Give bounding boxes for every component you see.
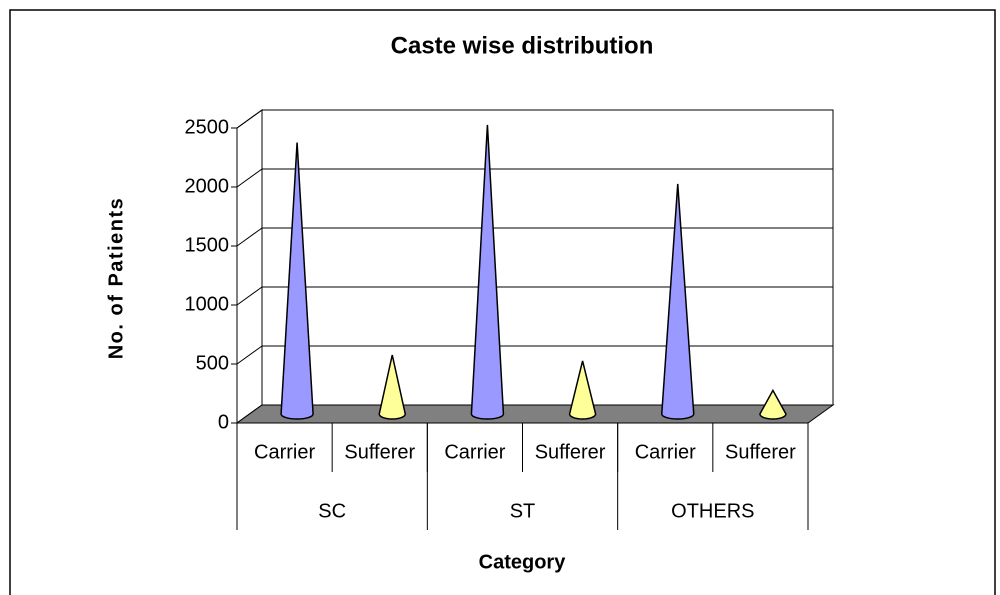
group-label: ST — [510, 500, 536, 522]
y-tick-label: 2500 — [185, 116, 230, 138]
x-tick-label: Carrier — [444, 441, 505, 463]
cone — [660, 183, 695, 420]
y-tick-label: 500 — [196, 352, 229, 374]
chart-title: Caste wise distribution — [391, 32, 654, 59]
y-tick-label: 1000 — [185, 293, 230, 315]
x-tick-label: Carrier — [635, 441, 696, 463]
x-axis-title: Category — [479, 551, 567, 573]
x-tick-label: Carrier — [254, 441, 315, 463]
cone — [568, 360, 597, 420]
y-tick-label: 1500 — [185, 234, 230, 256]
y-tick-label: 2000 — [185, 175, 230, 197]
back-wall — [261, 109, 834, 406]
x-tick-label: Sufferer — [344, 441, 415, 463]
side-wall — [236, 109, 263, 424]
grid-line — [236, 286, 263, 306]
y-tick-label: 0 — [218, 411, 229, 433]
y-axis-title: No. of Patients — [105, 197, 127, 360]
grid-line — [236, 168, 263, 188]
x-tick-label: Sufferer — [725, 441, 796, 463]
cone — [759, 388, 787, 420]
floor — [235, 404, 835, 424]
group-label: OTHERS — [671, 500, 754, 522]
grid-line — [236, 227, 263, 247]
grid-line — [236, 109, 263, 129]
grid-line — [236, 345, 263, 365]
group-label: SC — [318, 500, 346, 522]
cone — [280, 142, 314, 420]
x-tick-label: Sufferer — [535, 441, 606, 463]
cone — [378, 354, 407, 420]
cone — [470, 124, 505, 420]
